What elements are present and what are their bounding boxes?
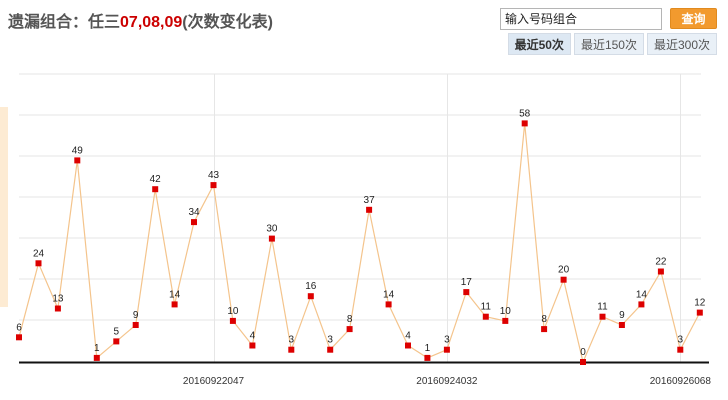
data-point bbox=[288, 346, 295, 353]
query-button[interactable]: 查询 bbox=[670, 8, 717, 29]
data-point bbox=[696, 309, 703, 316]
data-label: 22 bbox=[655, 257, 667, 268]
data-label: 42 bbox=[150, 174, 162, 185]
data-label: 30 bbox=[266, 224, 278, 235]
data-point bbox=[385, 301, 392, 308]
data-label: 9 bbox=[619, 310, 625, 321]
data-point bbox=[599, 313, 606, 320]
data-label: 43 bbox=[208, 170, 220, 181]
data-label: 13 bbox=[52, 294, 64, 305]
data-point bbox=[132, 322, 139, 328]
data-point bbox=[482, 313, 489, 320]
tab-last-300[interactable]: 最近300次 bbox=[646, 33, 717, 55]
data-point bbox=[74, 157, 81, 164]
data-point bbox=[327, 346, 334, 353]
data-point bbox=[618, 322, 625, 328]
data-point bbox=[191, 219, 197, 226]
data-point bbox=[424, 354, 431, 361]
data-point bbox=[521, 120, 528, 127]
title-numbers: 07,08,09 bbox=[120, 14, 183, 31]
data-label: 58 bbox=[519, 108, 531, 119]
data-label: 0 bbox=[580, 347, 586, 358]
data-point bbox=[210, 182, 217, 189]
data-point bbox=[307, 293, 314, 300]
data-point bbox=[16, 334, 22, 341]
data-label: 37 bbox=[364, 195, 376, 206]
data-point bbox=[171, 301, 178, 308]
data-point bbox=[249, 342, 256, 349]
data-label: 3 bbox=[327, 335, 333, 346]
data-point bbox=[560, 276, 567, 283]
data-label: 10 bbox=[227, 306, 239, 317]
data-label: 3 bbox=[444, 335, 450, 346]
data-point bbox=[580, 359, 586, 365]
data-label: 11 bbox=[481, 302, 492, 313]
chart-gridlines bbox=[19, 73, 701, 362]
data-label: 1 bbox=[94, 343, 100, 354]
data-label: 6 bbox=[16, 322, 22, 333]
data-point bbox=[54, 305, 61, 312]
title-prefix: 遗漏组合：任三 bbox=[8, 14, 121, 31]
data-point bbox=[502, 317, 509, 324]
data-point bbox=[35, 260, 42, 267]
x-tick-labels-group: 20160922047 20160924032 20160926068 bbox=[183, 376, 711, 387]
series-line bbox=[18, 123, 701, 364]
combo-search-input[interactable] bbox=[500, 8, 662, 30]
data-label: 4 bbox=[250, 331, 256, 342]
side-panel-handle[interactable] bbox=[0, 107, 8, 307]
range-tabs: 最近50次 最近150次 最近300次 bbox=[507, 33, 717, 55]
data-label: 49 bbox=[72, 145, 84, 156]
data-label: 3 bbox=[289, 335, 295, 346]
data-label: 16 bbox=[305, 281, 317, 292]
data-label: 14 bbox=[383, 289, 395, 300]
data-points-group bbox=[16, 120, 703, 365]
data-point bbox=[113, 338, 120, 345]
x-tick-label: 20160924032 bbox=[416, 376, 478, 387]
x-tick-label: 20160922047 bbox=[183, 376, 245, 387]
data-label: 4 bbox=[405, 331, 411, 342]
title-suffix: (次数变化表) bbox=[182, 14, 273, 31]
data-label: 9 bbox=[133, 310, 139, 321]
data-point bbox=[443, 346, 450, 353]
data-label: 14 bbox=[169, 289, 181, 300]
data-point bbox=[405, 342, 411, 349]
data-label: 10 bbox=[500, 306, 512, 317]
data-point bbox=[268, 235, 275, 242]
data-point bbox=[229, 317, 236, 324]
data-label: 20 bbox=[558, 265, 570, 276]
data-point bbox=[346, 326, 353, 333]
data-label: 14 bbox=[636, 289, 648, 300]
data-point bbox=[541, 326, 548, 333]
data-label: 24 bbox=[33, 248, 45, 259]
data-label: 12 bbox=[694, 298, 706, 309]
data-label: 3 bbox=[678, 335, 684, 346]
tab-last-50[interactable]: 最近50次 bbox=[507, 33, 571, 55]
tab-last-150[interactable]: 最近150次 bbox=[573, 33, 644, 55]
data-point bbox=[677, 346, 684, 353]
page-title: 遗漏组合：任三07,08,09(次数变化表) bbox=[8, 8, 273, 32]
series-line-group bbox=[18, 123, 701, 364]
data-point bbox=[463, 289, 470, 296]
data-label: 5 bbox=[114, 326, 120, 337]
data-point bbox=[152, 186, 159, 193]
data-label: 11 bbox=[597, 302, 608, 313]
data-point bbox=[638, 301, 645, 308]
data-label: 34 bbox=[188, 207, 200, 218]
data-label: 17 bbox=[461, 277, 473, 288]
data-point bbox=[93, 354, 100, 361]
x-tick-label: 20160926068 bbox=[650, 376, 712, 387]
data-label: 1 bbox=[425, 343, 431, 354]
data-label: 8 bbox=[347, 314, 353, 325]
data-point bbox=[366, 206, 373, 213]
data-point bbox=[657, 268, 664, 275]
data-label: 8 bbox=[541, 314, 547, 325]
